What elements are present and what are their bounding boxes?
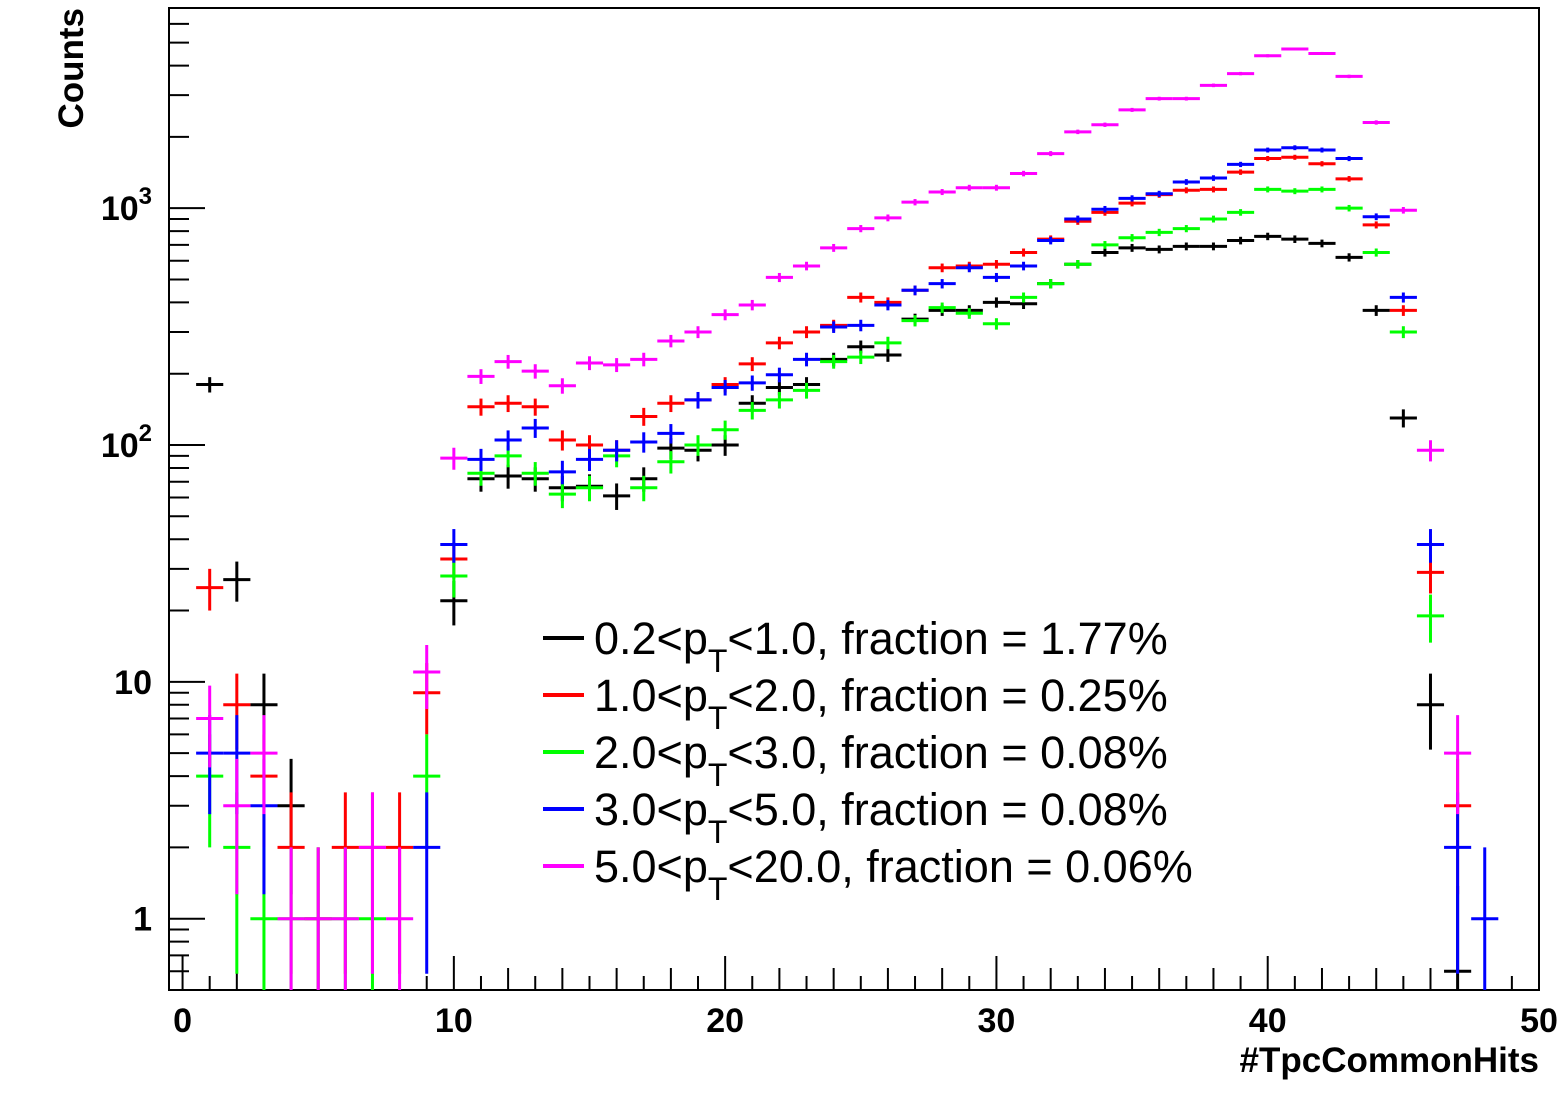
legend-entry: 1.0<pT<2.0, fraction = 0.25% bbox=[594, 670, 1168, 736]
y-axis: 1 10 102 103 bbox=[101, 7, 205, 991]
series-5 bbox=[196, 47, 1472, 990]
y-tick-label: 103 bbox=[101, 183, 152, 228]
x-tick-label: 30 bbox=[978, 1002, 1016, 1040]
x-tick-label: 20 bbox=[706, 1002, 744, 1040]
plot-frame bbox=[168, 7, 1540, 991]
x-tick-label: 50 bbox=[1520, 1002, 1558, 1040]
series-4 bbox=[196, 145, 1499, 990]
x-axis: 0 10 20 30 40 50 bbox=[173, 956, 1558, 1040]
x-tick-label: 0 bbox=[173, 1002, 192, 1040]
y-tick-label: 10 bbox=[114, 664, 152, 702]
data-series bbox=[196, 47, 1499, 990]
legend: 0.2<pT<1.0, fraction = 1.77%1.0<pT<2.0, … bbox=[543, 613, 1193, 907]
x-tick-label: 10 bbox=[435, 1002, 473, 1040]
legend-entry: 3.0<pT<5.0, fraction = 0.08% bbox=[594, 784, 1168, 850]
y-tick-label: 1 bbox=[133, 901, 152, 939]
x-tick-label: 40 bbox=[1249, 1002, 1287, 1040]
y-tick-label: 102 bbox=[101, 420, 152, 465]
legend-entry: 0.2<pT<1.0, fraction = 1.77% bbox=[594, 613, 1168, 679]
legend-entry: 2.0<pT<3.0, fraction = 0.08% bbox=[594, 727, 1168, 793]
y-axis-title: Counts bbox=[52, 8, 91, 129]
x-axis-title: #TpcCommonHits bbox=[1240, 1041, 1539, 1080]
legend-entry: 5.0<pT<20.0, fraction = 0.06% bbox=[594, 841, 1193, 907]
